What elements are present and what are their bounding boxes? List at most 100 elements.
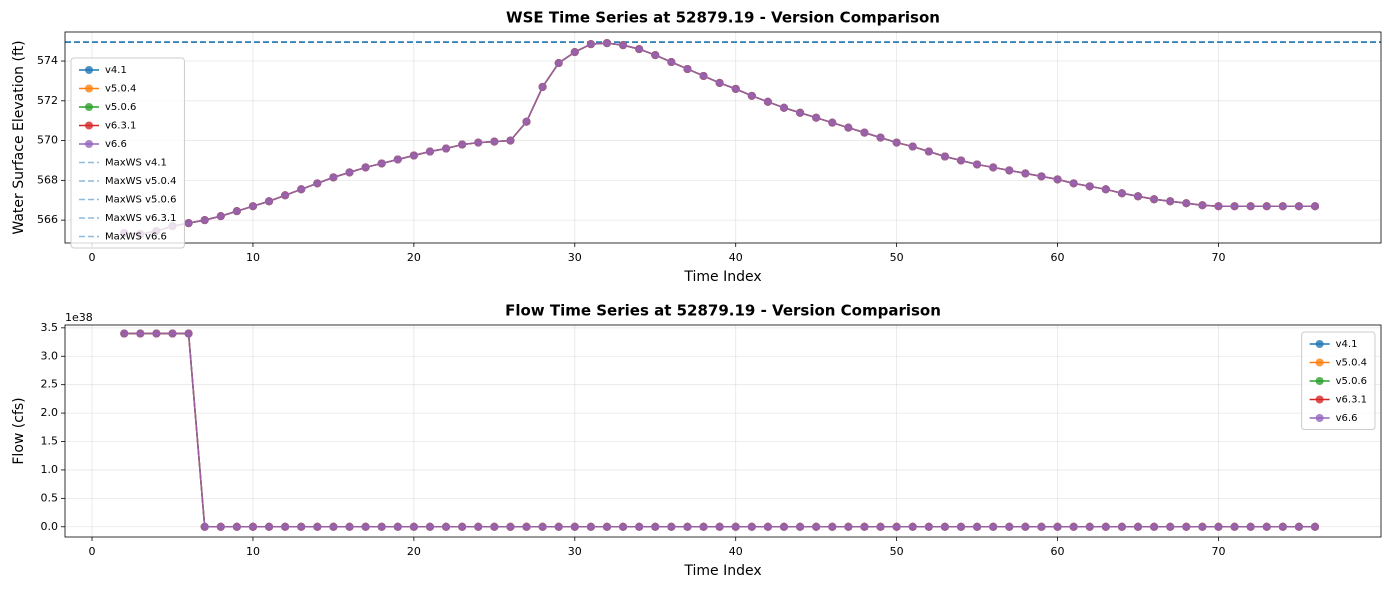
data-point — [683, 522, 692, 531]
data-point — [1294, 522, 1303, 531]
y-tick-label: 1.5 — [41, 435, 59, 448]
legend-label: MaxWS v4.1 — [105, 158, 167, 169]
legend-marker — [85, 103, 93, 111]
data-point — [232, 207, 241, 216]
legend-frame — [1301, 331, 1376, 430]
data-point — [490, 522, 499, 531]
data-point — [1198, 522, 1207, 531]
data-point — [957, 156, 965, 165]
x-axis-label: Time Index — [683, 563, 761, 579]
axes-frame — [64, 31, 1382, 244]
data-point — [313, 179, 322, 188]
legend-label: v5.0.6 — [1336, 376, 1367, 387]
chart-title: Flow Time Series at 52879.19 - Version C… — [505, 302, 941, 320]
legend-label: v5.0.4 — [1336, 358, 1367, 369]
data-point — [361, 522, 370, 531]
legend-marker — [1315, 395, 1324, 404]
data-point — [1246, 202, 1255, 211]
data-point — [490, 137, 499, 146]
data-point — [345, 522, 354, 531]
data-point — [812, 113, 821, 122]
data-point — [136, 329, 145, 338]
data-point — [1053, 175, 1062, 184]
data-point — [828, 522, 837, 531]
legend-label: v4.1 — [1336, 339, 1358, 350]
data-point — [425, 147, 434, 156]
data-point — [908, 522, 917, 531]
data-point — [989, 163, 998, 172]
x-tick-label: 0 — [89, 545, 96, 558]
data-point — [635, 522, 644, 531]
data-point — [1037, 172, 1046, 181]
data-point — [152, 329, 161, 338]
y-axis-label: Water Surface Elevation (ft) — [11, 40, 27, 234]
data-point — [602, 39, 611, 48]
y-axis-label: Flow (cfs) — [11, 397, 27, 464]
data-point — [506, 136, 515, 145]
data-point — [763, 97, 772, 106]
data-point — [345, 168, 354, 177]
data-point — [458, 522, 467, 531]
y-tick-label: 2.5 — [41, 378, 59, 391]
data-point — [1021, 522, 1030, 531]
data-point — [619, 41, 628, 50]
x-tick-label: 20 — [407, 545, 421, 558]
data-point — [828, 118, 837, 127]
data-point — [570, 48, 579, 57]
data-point — [522, 117, 531, 126]
subplot: 0 10 20 30 40 50 60 70 566 568 570 572 574 WSE Time S… — [11, 9, 1382, 285]
data-point — [361, 163, 370, 172]
legend-label: v6.6 — [1336, 413, 1358, 424]
x-tick-label: 60 — [1051, 545, 1065, 558]
data-point — [1166, 522, 1175, 531]
data-point — [200, 216, 209, 225]
data-point — [1182, 522, 1191, 531]
axes-frame — [64, 324, 1382, 538]
legend-label: v6.3.1 — [105, 121, 136, 132]
data-point — [120, 329, 129, 338]
data-point — [425, 522, 434, 531]
data-point — [1053, 522, 1062, 531]
data-point — [796, 108, 805, 117]
x-tick-label: 40 — [729, 251, 743, 264]
data-point — [715, 78, 724, 87]
legend-marker — [85, 84, 93, 93]
data-point — [940, 522, 949, 531]
data-point — [1294, 202, 1303, 211]
data-point — [265, 522, 274, 531]
x-axis-label: Time Index — [683, 269, 761, 285]
y-tick-label: 572 — [37, 94, 58, 107]
data-point — [602, 522, 611, 531]
data-point — [1214, 522, 1223, 531]
data-point — [442, 522, 451, 531]
data-point — [973, 160, 982, 169]
data-point — [474, 138, 483, 147]
data-point — [1278, 202, 1287, 211]
data-point — [989, 522, 998, 531]
data-point — [1311, 522, 1320, 531]
data-point — [860, 128, 869, 137]
data-point — [377, 159, 386, 168]
data-point — [554, 522, 563, 531]
data-point — [248, 202, 257, 211]
series-line — [124, 42, 1316, 235]
data-point — [1134, 192, 1143, 201]
data-point — [892, 138, 901, 147]
x-tick-label: 30 — [568, 251, 582, 264]
data-point — [667, 522, 676, 531]
legend: v4.1 v5.0.4 v5.0.6 v6.3.1 v6.6 — [1301, 331, 1376, 430]
series-line — [124, 42, 1316, 235]
data-point — [667, 58, 676, 67]
series-line — [124, 332, 1316, 528]
data-point — [940, 152, 949, 161]
data-point — [200, 522, 209, 531]
legend-label: MaxWS v6.3.1 — [105, 213, 176, 224]
series-line — [124, 42, 1316, 235]
y-tick-label: 2.0 — [41, 406, 59, 419]
data-point — [957, 522, 965, 531]
data-point — [1117, 522, 1126, 531]
data-point — [715, 522, 724, 531]
data-point — [458, 140, 467, 149]
data-point — [522, 522, 531, 531]
x-tick-label: 30 — [568, 545, 582, 558]
